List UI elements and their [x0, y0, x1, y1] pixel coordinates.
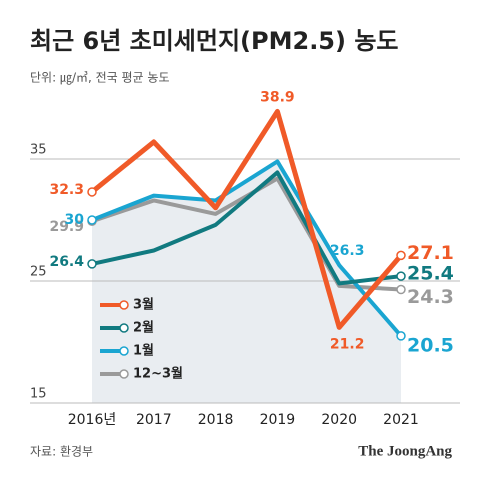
- point: [87, 259, 97, 269]
- data-label: 20.5: [407, 334, 454, 356]
- x-tick-label: 2017: [136, 412, 172, 428]
- chart-subtitle: 단위: ㎍/㎥, 전국 평균 농도: [30, 71, 169, 85]
- legend-label: 2월: [133, 320, 154, 336]
- point: [396, 271, 406, 281]
- point: [87, 187, 97, 197]
- y-tick-label: 15: [30, 387, 47, 402]
- logo: The JoongAng: [358, 443, 452, 459]
- legend-marker: [119, 346, 129, 356]
- point: [87, 215, 97, 225]
- legend-marker: [119, 300, 129, 310]
- point: [396, 331, 406, 341]
- source: 자료: 환경부: [30, 445, 93, 459]
- chart-title: 최근 6년 초미세먼지(PM2.5) 농도: [30, 27, 399, 55]
- x-tick-label: 2020: [321, 412, 357, 428]
- legend-marker: [119, 323, 129, 333]
- data-label: 24.3: [407, 286, 454, 308]
- data-label: 32.3: [49, 182, 84, 198]
- x-tick-label: 2018: [198, 412, 234, 428]
- data-label: 26.3: [330, 243, 365, 259]
- legend-label: 12~3월: [133, 366, 183, 382]
- line: [91, 159, 403, 338]
- legend-label: 3월: [133, 297, 154, 313]
- data-label: 29.9: [49, 219, 84, 235]
- y-tick-label: 25: [30, 265, 47, 280]
- line: [90, 108, 403, 330]
- point: [396, 250, 406, 261]
- data-label: 25.4: [407, 263, 454, 285]
- y-tick-label: 35: [30, 143, 47, 158]
- legend-marker: [119, 369, 129, 379]
- data-label: 38.9: [260, 89, 295, 105]
- data-label: 21.2: [330, 336, 365, 352]
- area: [92, 161, 401, 403]
- point: [396, 284, 406, 295]
- data-label: 30: [65, 212, 85, 228]
- legend-label: 1월: [133, 343, 154, 359]
- x-tick-label: 2019: [260, 412, 296, 428]
- x-tick-label: 2021: [383, 412, 419, 428]
- x-tick-label: 2016년: [68, 412, 117, 428]
- data-label: 26.4: [49, 254, 84, 270]
- line: [91, 170, 402, 286]
- data-label: 27.1: [407, 242, 454, 264]
